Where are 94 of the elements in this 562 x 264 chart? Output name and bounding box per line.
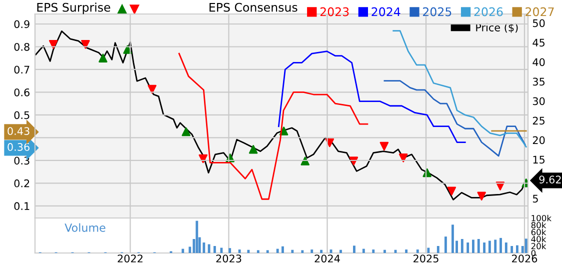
bar — [452, 224, 454, 253]
data-label: 9.62 — [539, 176, 561, 184]
bar — [220, 248, 223, 253]
x-tick-label: 2025 — [414, 254, 438, 262]
bar — [444, 236, 447, 253]
point — [248, 144, 258, 154]
bar — [362, 248, 365, 253]
bar — [310, 250, 314, 253]
y-tick-label: 0.7 — [14, 66, 30, 74]
bar — [524, 238, 528, 253]
point — [148, 84, 156, 94]
bar — [214, 246, 216, 253]
y2-tick-label: 5 — [532, 194, 538, 203]
bar — [238, 250, 241, 253]
bar — [477, 239, 480, 253]
y-tick-label: 0 — [531, 250, 536, 256]
line-series — [384, 80, 526, 157]
legend-label: 2026 — [474, 7, 503, 16]
bar — [510, 246, 514, 253]
bar — [436, 246, 440, 253]
y-tick-label: 0.6 — [14, 88, 30, 96]
legend-label: 2025 — [423, 7, 452, 16]
bar — [416, 250, 419, 253]
legend-title: EPS Consensus — [210, 2, 298, 12]
bar — [494, 240, 497, 253]
bar — [256, 250, 260, 253]
y2-tick-label: 15 — [533, 156, 545, 164]
line-series — [178, 52, 368, 200]
bar — [208, 244, 210, 253]
bar — [466, 242, 470, 253]
point — [198, 154, 208, 164]
legend-label: 2024 — [372, 7, 400, 16]
y2-tick-label: 45 — [532, 38, 545, 47]
x-tick-label: 2024 — [314, 254, 340, 262]
y-tick-label: 0.2 — [14, 179, 30, 188]
bar — [276, 248, 279, 253]
point — [398, 154, 408, 162]
bar — [372, 250, 375, 253]
bar — [196, 220, 198, 253]
line-series — [278, 50, 466, 143]
y-tick-label: 0.9 — [14, 20, 30, 28]
y-tick-label: 0.8 — [14, 42, 30, 51]
bar — [405, 250, 408, 253]
y-tick-label: 80k — [531, 222, 546, 228]
legend-label: 2023 — [320, 7, 349, 16]
bar — [340, 250, 342, 253]
bar — [282, 246, 284, 253]
x-tick-label: 2022 — [118, 254, 142, 262]
y-tick-label: 60k — [531, 228, 546, 236]
y-tick-label: 0.36 — [8, 143, 30, 151]
bar — [504, 242, 508, 253]
point — [182, 127, 190, 136]
point — [98, 54, 108, 62]
chart-title: Volume — [64, 223, 106, 232]
bar — [228, 248, 232, 253]
bar — [301, 250, 304, 253]
chart-title: EPS Surprise — [37, 2, 110, 14]
bar — [266, 250, 269, 253]
bar — [500, 238, 502, 253]
y-tick-label: 0.3 — [14, 156, 30, 165]
y2-tick-label: 20 — [532, 136, 545, 144]
point — [447, 186, 456, 196]
y-tick-label: 0.5 — [14, 111, 30, 120]
y2-tick-label: 50 — [532, 19, 545, 28]
point — [300, 156, 310, 166]
y-tick-label: 0.1 — [14, 202, 30, 210]
bar — [247, 250, 250, 253]
bar — [460, 239, 464, 253]
y2-tick-label: 40 — [532, 58, 545, 66]
bar — [384, 250, 386, 253]
bar — [427, 248, 430, 253]
x-tick-label: 2023 — [216, 254, 242, 262]
point — [48, 40, 58, 49]
y2-tick-label: 30 — [532, 97, 545, 106]
y-tick-label: 100k — [532, 214, 552, 222]
x-tick-label: 2026 — [512, 254, 538, 262]
bar — [483, 242, 486, 253]
bar — [516, 245, 518, 253]
y-tick-label: 0.43 — [8, 127, 30, 135]
point — [349, 156, 358, 166]
bar — [353, 246, 356, 253]
point — [380, 142, 389, 151]
point — [477, 192, 486, 201]
bar — [291, 250, 294, 253]
bar — [472, 240, 474, 253]
legend-label: 2027 — [526, 7, 554, 16]
bar — [488, 240, 491, 253]
y-tick-label: 40k — [531, 236, 546, 242]
y-tick-label: 20k — [531, 242, 546, 250]
bar — [320, 250, 323, 253]
y2-tick-label: 35 — [532, 78, 545, 86]
point — [81, 40, 90, 49]
y2-tick-label: 25 — [532, 116, 545, 125]
bar — [182, 248, 184, 253]
